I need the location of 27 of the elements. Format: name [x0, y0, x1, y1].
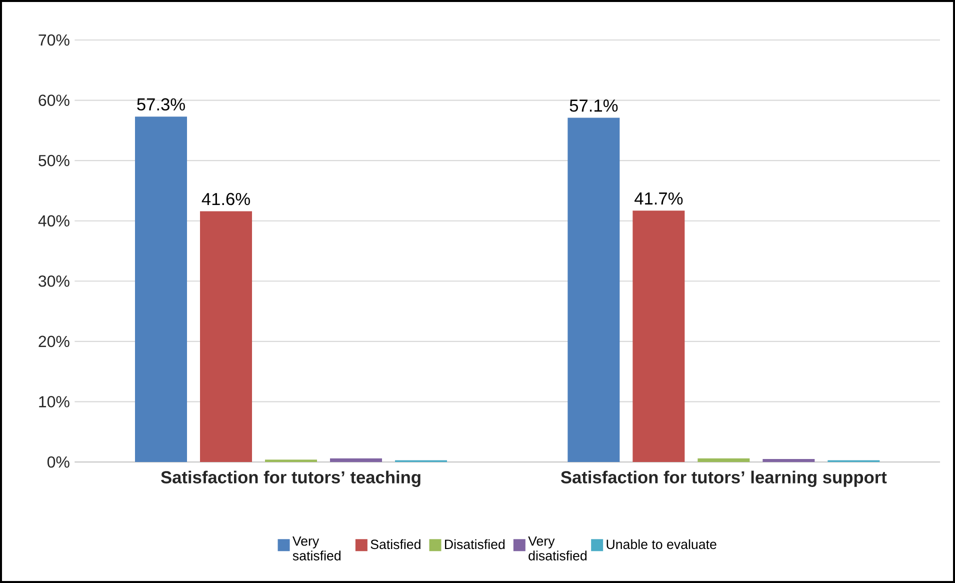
y-tick-label: 70%: [38, 34, 70, 46]
bar: [632, 210, 685, 462]
bar: [762, 458, 815, 462]
legend-label: Unable to evaluate: [606, 539, 716, 550]
y-tick-label: 50%: [38, 154, 70, 166]
legend-label: Disatisfied: [445, 539, 505, 550]
bar: [568, 118, 620, 462]
bar: [698, 458, 750, 462]
y-tick-label: 20%: [38, 336, 70, 348]
data-label: 57.3%: [137, 98, 185, 111]
data-label: 41.7%: [634, 192, 683, 205]
y-tick-label: 30%: [38, 275, 70, 287]
legend-label: Very disatisfied: [528, 536, 587, 560]
data-label: 57.1%: [570, 100, 618, 112]
x-tick-label: Satisfaction for tutors’ learning support: [560, 470, 887, 487]
bar: [200, 211, 252, 462]
y-tick-label: 10%: [39, 396, 70, 408]
bar: [135, 116, 188, 462]
legend-label: Very satisfied: [292, 536, 340, 560]
x-tick-label: Satisfaction for tutors’ teaching: [161, 470, 420, 487]
y-tick-label: 60%: [38, 94, 70, 106]
y-tick-label: 0%: [47, 456, 70, 468]
bar: [330, 458, 382, 462]
bar: [265, 460, 318, 462]
data-label: 41.6%: [202, 192, 250, 206]
legend-label: Satisfied: [370, 539, 420, 550]
y-tick-label: 40%: [38, 215, 70, 227]
